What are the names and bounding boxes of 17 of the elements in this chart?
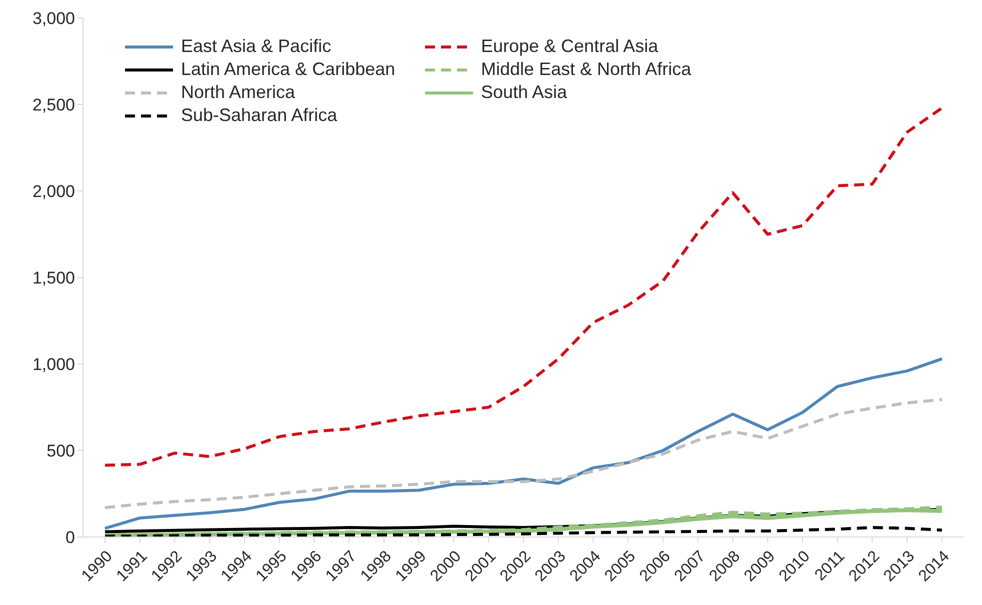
legend-label: East Asia & Pacific xyxy=(181,36,332,57)
legend-label: North America xyxy=(181,82,296,103)
line-series xyxy=(104,357,944,530)
y-tick-label: 500 xyxy=(46,442,75,461)
y-tick-label: 1,000 xyxy=(32,355,75,374)
y-tick-label: 3,000 xyxy=(32,9,75,28)
line-series xyxy=(104,398,944,510)
legend-label: Middle East & North Africa xyxy=(481,59,692,80)
legend-label: South Asia xyxy=(481,82,568,103)
line-series xyxy=(104,106,944,467)
y-tick-label: 1,500 xyxy=(32,268,75,288)
legend-label: Latin America & Caribbean xyxy=(181,59,396,80)
y-tick-label: 2,000 xyxy=(32,182,75,202)
y-tick-label: 2,500 xyxy=(32,96,75,115)
legend-label: Sub-Saharan Africa xyxy=(181,105,338,126)
y-tick-label: 0 xyxy=(66,528,75,548)
legend-label: Europe & Central Asia xyxy=(481,36,658,57)
